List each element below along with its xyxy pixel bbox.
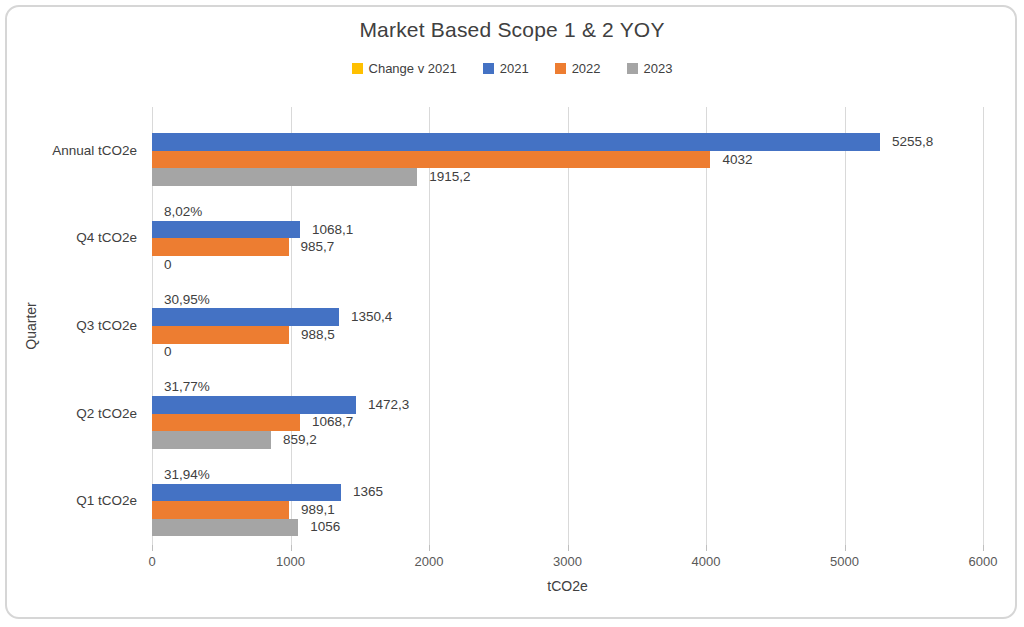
category-label: Q4 tCO2e — [0, 229, 137, 247]
data-label: 1068,1 — [312, 222, 353, 238]
legend-item: 2021 — [483, 61, 529, 76]
x-tick-label: 4000 — [666, 554, 746, 569]
data-label: 0 — [164, 257, 172, 273]
data-label: 859,2 — [283, 432, 317, 448]
bar — [152, 133, 880, 151]
x-tick-label: 3000 — [528, 554, 608, 569]
data-label: 1472,3 — [368, 397, 409, 413]
gridline — [845, 107, 846, 545]
x-tick-label: 5000 — [805, 554, 885, 569]
bar — [152, 238, 289, 256]
bar — [152, 414, 300, 432]
legend-swatch-icon — [555, 63, 566, 74]
bar — [152, 431, 271, 449]
legend-label: 2021 — [500, 61, 529, 76]
legend-item: 2022 — [555, 61, 601, 76]
bar — [152, 484, 341, 502]
x-tick-label: 6000 — [943, 554, 1023, 569]
gridline — [983, 107, 984, 545]
bar — [152, 168, 417, 186]
legend-label: 2023 — [644, 61, 673, 76]
data-label: 985,7 — [301, 239, 335, 255]
bar — [152, 151, 710, 169]
data-label: 989,1 — [301, 502, 335, 518]
axis-tick — [706, 545, 707, 551]
x-axis-title: tCO2e — [152, 578, 983, 594]
bar — [152, 308, 339, 326]
legend-item: 2023 — [627, 61, 673, 76]
data-label: 30,95% — [164, 292, 210, 308]
bar — [152, 501, 289, 519]
legend-swatch-icon — [627, 63, 638, 74]
bar — [152, 326, 289, 344]
data-label: 4032 — [722, 152, 752, 168]
data-label: 8,02% — [164, 204, 202, 220]
axis-tick — [983, 545, 984, 551]
category-label: Annual tCO2e — [0, 142, 137, 160]
bar — [152, 519, 298, 537]
x-tick-label: 1000 — [251, 554, 331, 569]
data-label: 1365 — [353, 484, 383, 500]
legend-label: Change v 2021 — [369, 61, 457, 76]
legend-swatch-icon — [483, 63, 494, 74]
axis-tick — [429, 545, 430, 551]
chart-title: Market Based Scope 1 & 2 YOY — [0, 18, 1024, 42]
axis-tick — [845, 545, 846, 551]
gridline — [706, 107, 707, 545]
legend-label: 2022 — [572, 61, 601, 76]
legend-item: Change v 2021 — [352, 61, 457, 76]
x-tick-label: 0 — [112, 554, 192, 569]
data-label: 0 — [164, 344, 172, 360]
data-label: 988,5 — [301, 327, 335, 343]
category-label: Q1 tCO2e — [0, 492, 137, 510]
category-label: Q3 tCO2e — [0, 317, 137, 335]
chart-canvas: Market Based Scope 1 & 2 YOY Change v 20… — [0, 0, 1024, 627]
data-label: 5255,8 — [892, 134, 933, 150]
x-tick-label: 2000 — [389, 554, 469, 569]
bar — [152, 221, 300, 239]
legend-swatch-icon — [352, 63, 363, 74]
data-label: 1915,2 — [429, 169, 470, 185]
bar — [152, 396, 356, 414]
axis-tick — [568, 545, 569, 551]
legend: Change v 2021 2021 2022 2023 — [0, 61, 1024, 76]
data-label: 1056 — [310, 519, 340, 535]
data-label: 1350,4 — [351, 309, 392, 325]
axis-tick — [152, 545, 153, 551]
category-label: Q2 tCO2e — [0, 405, 137, 423]
data-label: 31,77% — [164, 379, 210, 395]
axis-tick — [291, 545, 292, 551]
gridline — [568, 107, 569, 545]
data-label: 31,94% — [164, 467, 210, 483]
data-label: 1068,7 — [312, 414, 353, 430]
